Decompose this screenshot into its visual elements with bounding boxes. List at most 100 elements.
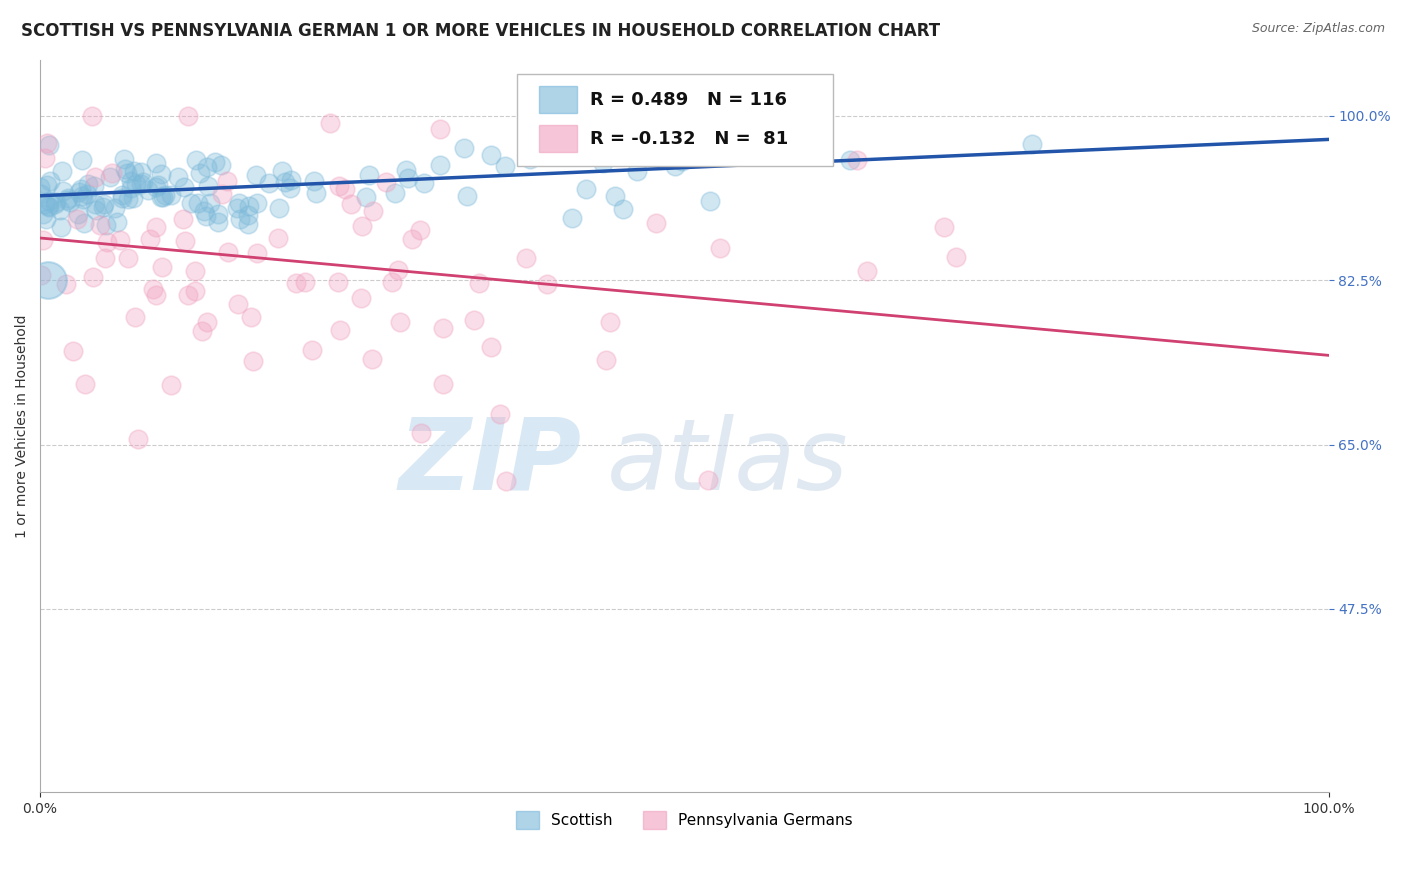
Point <box>166 170 188 185</box>
Point <box>285 276 308 290</box>
Point <box>65 211 87 226</box>
Point <box>301 343 323 357</box>
Point <box>357 168 380 182</box>
Point <box>519 153 541 167</box>
Point <box>38 200 60 214</box>
Point <box>117 192 139 206</box>
Point <box>412 176 434 190</box>
Point <box>132 175 155 189</box>
Point <box>467 277 489 291</box>
Point <box>35 178 58 193</box>
Point <box>83 179 105 194</box>
Point <box>217 244 239 259</box>
Point <box>389 315 412 329</box>
Point <box>93 196 115 211</box>
Point <box>360 351 382 366</box>
Point <box>599 315 621 329</box>
Bar <box>538 125 578 152</box>
Point <box>242 353 264 368</box>
Point <box>225 202 247 216</box>
Point <box>401 232 423 246</box>
Point <box>145 287 167 301</box>
Point <box>34 211 56 226</box>
Point <box>30 268 52 282</box>
Point <box>124 310 146 325</box>
Point <box>73 216 96 230</box>
Point <box>211 186 233 201</box>
Point <box>73 377 96 392</box>
Point <box>145 155 167 169</box>
Point <box>605 189 627 203</box>
Text: SCOTTISH VS PENNSYLVANIA GERMAN 1 OR MORE VEHICLES IN HOUSEHOLD CORRELATION CHAR: SCOTTISH VS PENNSYLVANIA GERMAN 1 OR MOR… <box>21 22 941 40</box>
Point <box>523 149 546 163</box>
Point <box>114 161 136 176</box>
Text: Source: ZipAtlas.com: Source: ZipAtlas.com <box>1251 22 1385 36</box>
Point <box>149 168 172 182</box>
Point <box>561 211 583 226</box>
Point <box>845 153 868 168</box>
Point <box>374 175 396 189</box>
Point <box>180 196 202 211</box>
Point <box>34 197 56 211</box>
Point <box>77 177 100 191</box>
Text: R = 0.489   N = 116: R = 0.489 N = 116 <box>591 91 787 109</box>
Y-axis label: 1 or more Vehicles in Household: 1 or more Vehicles in Household <box>15 314 30 538</box>
Point <box>488 407 510 421</box>
Point <box>89 218 111 232</box>
Point <box>381 276 404 290</box>
Point <box>429 121 451 136</box>
Point <box>305 186 328 200</box>
Point <box>122 164 145 178</box>
Point <box>105 215 128 229</box>
Point <box>145 180 167 194</box>
Point <box>110 191 132 205</box>
Point <box>536 277 558 292</box>
Point <box>82 270 104 285</box>
Point <box>30 187 52 202</box>
Point <box>52 184 75 198</box>
Point <box>112 152 135 166</box>
Point <box>176 109 198 123</box>
Point <box>294 275 316 289</box>
Point <box>120 180 142 194</box>
Point <box>274 175 297 189</box>
Point <box>479 148 502 162</box>
Point <box>94 251 117 265</box>
Point <box>51 164 73 178</box>
Text: atlas: atlas <box>607 414 849 511</box>
Point <box>56 191 79 205</box>
Point <box>204 155 226 169</box>
Point <box>354 190 377 204</box>
Point <box>38 137 60 152</box>
Point <box>193 204 215 219</box>
Point <box>83 197 105 211</box>
Point <box>395 163 418 178</box>
Point <box>37 273 59 287</box>
Point <box>363 204 385 219</box>
Point <box>329 322 352 336</box>
Point <box>215 174 238 188</box>
Point <box>515 251 537 265</box>
Point <box>198 196 221 211</box>
Point <box>82 109 104 123</box>
Point <box>839 153 862 167</box>
Point <box>350 291 373 305</box>
Text: R = -0.132   N =  81: R = -0.132 N = 81 <box>591 129 789 147</box>
Point <box>49 203 72 218</box>
Text: ZIP: ZIP <box>398 414 581 511</box>
Point <box>131 177 153 191</box>
Legend: Scottish, Pennsylvania Germans: Scottish, Pennsylvania Germans <box>510 805 859 836</box>
Point <box>228 296 250 310</box>
Point <box>207 207 229 221</box>
Point <box>645 216 668 230</box>
Point <box>236 208 259 222</box>
Point <box>246 196 269 211</box>
Point <box>59 194 82 209</box>
Point <box>67 185 90 199</box>
Point <box>142 282 165 296</box>
Point <box>174 234 197 248</box>
Point <box>228 196 250 211</box>
Point <box>575 182 598 196</box>
Point <box>70 188 93 202</box>
Point <box>145 219 167 234</box>
